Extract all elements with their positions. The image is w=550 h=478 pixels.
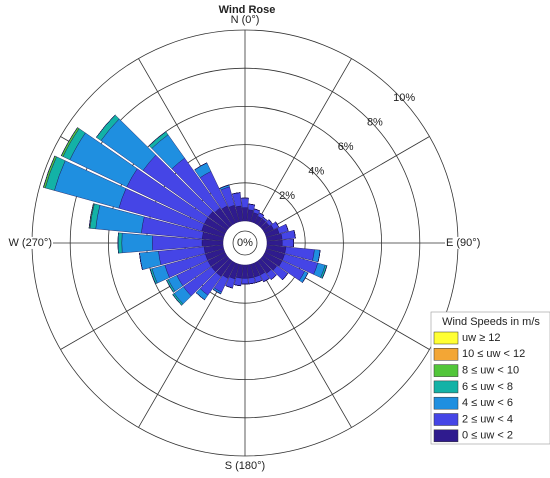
legend-swatch — [433, 429, 459, 443]
wind-wedge — [149, 269, 156, 285]
r-tick-label: 4% — [308, 166, 324, 178]
legend-label: 10 ≤ uw < 12 — [462, 348, 525, 360]
r-tick-label: 8% — [367, 117, 383, 129]
wind-wedge — [302, 272, 309, 283]
wind-wedge — [121, 232, 153, 254]
wind-wedge — [268, 219, 273, 224]
ring — [107, 105, 383, 381]
wind-wedge — [195, 292, 205, 301]
spoke — [255, 58, 352, 225]
direction-label: S (180°) — [225, 460, 265, 472]
legend-label: 6 ≤ uw < 8 — [462, 381, 513, 393]
wind-wedge — [225, 285, 233, 289]
wind-wedge — [241, 207, 249, 222]
wind-wedge — [285, 224, 289, 232]
center-hole — [232, 230, 258, 256]
spoke — [263, 136, 430, 233]
legend-title: Wind Speeds in m/s — [442, 316, 540, 328]
legend-swatch — [433, 331, 459, 345]
wind-wedge — [194, 162, 207, 171]
chart-title: Wind Rose — [219, 4, 276, 16]
legend-label: 8 ≤ uw < 10 — [462, 365, 519, 377]
legend-swatch — [433, 380, 459, 394]
direction-label: N (0°) — [231, 14, 260, 26]
legend-swatch — [433, 413, 459, 426]
wind-wedge — [117, 232, 123, 254]
wind-wedge — [293, 230, 296, 239]
wind-wedge — [275, 221, 279, 228]
legend-label: 4 ≤ uw < 6 — [462, 397, 513, 409]
wind-wedge — [241, 264, 249, 279]
label-bg — [229, 13, 261, 26]
wind-wedge — [281, 238, 294, 248]
legend-swatch — [433, 348, 459, 361]
wind-wedge — [241, 197, 249, 208]
spoke — [255, 261, 352, 428]
legend-label: 2 ≤ uw < 4 — [462, 413, 513, 425]
wind-wedge — [322, 265, 328, 279]
legend-label: uw ≥ 12 — [462, 332, 500, 344]
wind-wedge — [248, 282, 256, 285]
wind-wedge — [148, 131, 166, 146]
r-tick-label: 0% — [237, 237, 253, 249]
direction-label: W (270°) — [8, 237, 52, 249]
legend-swatch — [433, 396, 459, 410]
direction-label: E (90°) — [446, 237, 480, 249]
wind-wedge — [317, 250, 321, 263]
wind-wedge — [282, 273, 289, 281]
legend-label: 0 ≤ uw < 2 — [462, 430, 513, 442]
r-tick-label: 2% — [279, 190, 295, 202]
r-tick-label: 6% — [338, 141, 354, 153]
label-bg — [223, 459, 267, 472]
r-tick-label: 10% — [393, 92, 415, 104]
wind-wedge — [232, 192, 241, 195]
ring — [69, 67, 421, 419]
legend-swatch — [433, 364, 459, 377]
label-bg — [445, 236, 482, 249]
wind-wedge — [241, 278, 249, 285]
label-bg — [7, 236, 53, 249]
wind-wedge — [166, 280, 174, 293]
